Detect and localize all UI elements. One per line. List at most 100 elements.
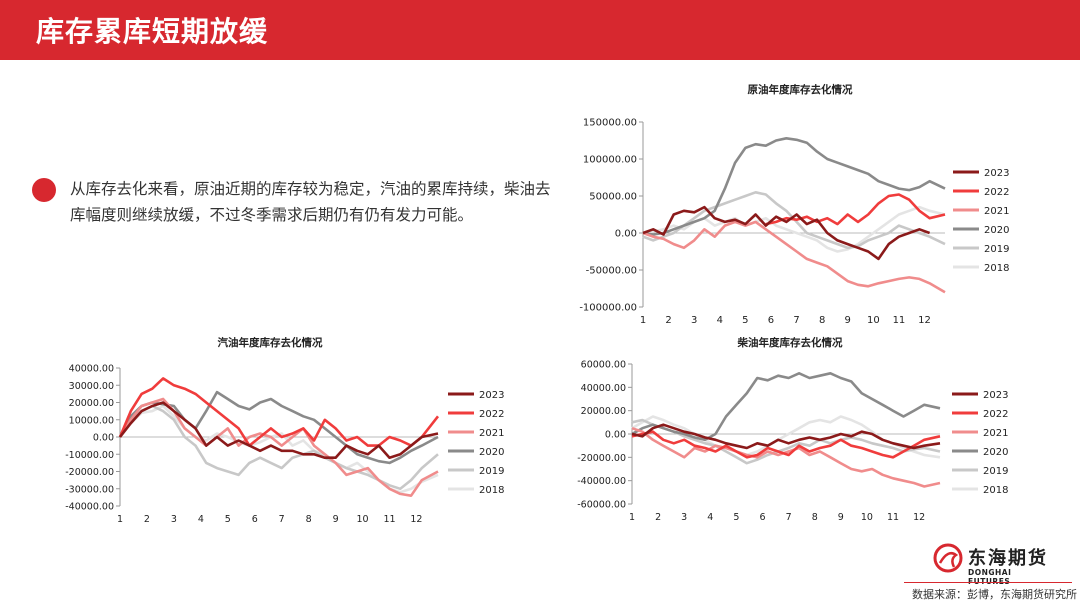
legend-label: 2022 — [479, 409, 504, 420]
x-tick-label: 2 — [655, 512, 661, 523]
y-tick-label: -10000.00 — [65, 450, 114, 461]
legend-label: 2019 — [984, 244, 1009, 255]
legend-label: 2022 — [983, 409, 1008, 420]
legend-label: 2021 — [984, 206, 1009, 217]
logo-name-en: DONGHAI FUTURES — [968, 568, 1012, 586]
y-tick-label: -20000.00 — [65, 467, 114, 478]
crude-inventory-chart: 原油年度库存去化情况 150000.00 100000.00 50000.00 0.00… — [579, 83, 1009, 326]
donghai-logo: 东海期货 DONGHAI FUTURES — [932, 541, 1050, 586]
series-line-2022 — [631, 430, 941, 459]
x-tick-label: 7 — [786, 512, 792, 523]
x-tick-label: 11 — [383, 514, 395, 525]
legend-label: 2023 — [983, 390, 1008, 401]
source-divider — [904, 582, 1072, 583]
y-tick-label: -50000.00 — [586, 266, 637, 277]
chart-title: 汽油年度库存去化情况 — [218, 336, 323, 349]
x-tick-label: 9 — [838, 512, 844, 523]
commentary-text: 从库存去化来看，原油近期的库存较为稳定，汽油的累库持续，柴油去库幅度则继续放缓，… — [70, 180, 551, 224]
y-tick-label: -40000.00 — [65, 502, 114, 513]
x-tick-label: 3 — [681, 512, 687, 523]
x-tick-label: 11 — [893, 315, 906, 326]
x-tick-label: 1 — [117, 514, 123, 525]
x-tick-label: 4 — [198, 514, 204, 525]
y-tick-label: 0.00 — [605, 430, 626, 441]
x-tick-label: 2 — [144, 514, 150, 525]
x-tick-label: 8 — [819, 315, 825, 326]
legend-label: 2022 — [984, 187, 1009, 198]
y-tick-label: 10000.00 — [69, 415, 114, 426]
x-tick-label: 7 — [793, 315, 799, 326]
series-line-2019 — [631, 418, 941, 465]
series-line-2022 — [118, 377, 440, 447]
legend-label: 2021 — [983, 428, 1008, 439]
x-tick-label: 1 — [640, 315, 646, 326]
data-source: 数据来源：彭博，东海期货研究所 — [912, 588, 1077, 601]
x-tick-label: 12 — [918, 315, 931, 326]
series-line-2019 — [118, 404, 439, 491]
x-tick-label: 10 — [356, 514, 368, 525]
x-tick-label: 3 — [171, 514, 177, 525]
y-tick-label: 0.00 — [93, 433, 114, 444]
gasoline-inventory-chart: 汽油年度库存去化情况 40000.00 30000.00 20000.00 10000.… — [65, 336, 504, 525]
x-tick-label: 11 — [887, 512, 899, 523]
y-tick-label: 60000.00 — [581, 360, 626, 371]
y-tick-label: 30000.00 — [69, 381, 114, 392]
legend-label: 2018 — [983, 485, 1008, 496]
series-line-2022 — [765, 193, 946, 226]
header-banner: 库存累库短期放缓 — [0, 0, 1080, 60]
chart-title: 原油年度库存去化情况 — [748, 83, 853, 96]
x-tick-label: 9 — [333, 514, 339, 525]
y-tick-label: -30000.00 — [65, 484, 114, 495]
legend-label: 2020 — [983, 447, 1008, 458]
x-tick-label: 2 — [665, 315, 671, 326]
y-tick-label: -100000.00 — [579, 303, 637, 314]
x-tick-label: 6 — [768, 315, 774, 326]
series-line-2020 — [642, 136, 946, 236]
y-tick-label: 20000.00 — [581, 406, 626, 417]
x-tick-label: 5 — [733, 512, 739, 523]
x-tick-label: 7 — [279, 514, 285, 525]
legend-label: 2019 — [983, 466, 1008, 477]
x-tick-label: 1 — [629, 512, 635, 523]
series-line-2021 — [642, 220, 946, 294]
series-line-2020 — [118, 390, 439, 465]
x-tick-label: 8 — [306, 514, 312, 525]
x-tick-label: 4 — [707, 512, 713, 523]
chart-title: 柴油年度库存去化情况 — [737, 336, 843, 349]
x-tick-label: 10 — [867, 315, 880, 326]
x-tick-label: 5 — [225, 514, 231, 525]
x-tick-label: 10 — [861, 512, 873, 523]
diesel-inventory-chart: 柴油年度库存去化情况 60000.00 40000.00 20000.00 0.00 -2… — [577, 336, 1008, 523]
y-tick-label: 20000.00 — [69, 398, 114, 409]
series-line-2020 — [631, 371, 941, 442]
legend-label: 2021 — [479, 428, 504, 439]
x-tick-label: 12 — [410, 514, 422, 525]
y-tick-label: -20000.00 — [577, 453, 626, 464]
series-line-2023 — [118, 401, 439, 459]
y-tick-label: -40000.00 — [577, 476, 626, 487]
legend-label: 2023 — [479, 390, 504, 401]
y-tick-label: 150000.00 — [583, 118, 637, 129]
y-tick-label: 100000.00 — [583, 155, 637, 166]
x-tick-label: 12 — [913, 512, 925, 523]
bullet-dot-icon — [32, 178, 56, 202]
series-line-2023 — [642, 205, 931, 261]
x-tick-label: 9 — [845, 315, 851, 326]
legend-label: 2020 — [984, 225, 1009, 236]
x-tick-label: 5 — [742, 315, 748, 326]
legend-label: 2023 — [984, 168, 1009, 179]
x-tick-label: 3 — [691, 315, 697, 326]
y-tick-label: -60000.00 — [577, 500, 626, 511]
x-tick-label: 8 — [812, 512, 818, 523]
legend-label: 2018 — [479, 485, 504, 496]
y-tick-label: 0.00 — [615, 229, 637, 240]
y-tick-label: 50000.00 — [589, 192, 637, 203]
y-tick-label: 40000.00 — [69, 364, 114, 375]
series-line-2023 — [631, 423, 941, 450]
dragon-logo-icon — [933, 543, 963, 573]
series-line-2019 — [642, 191, 946, 250]
x-tick-label: 6 — [252, 514, 258, 525]
legend-label: 2020 — [479, 447, 504, 458]
legend-label: 2019 — [479, 466, 504, 477]
page-title: 库存累库短期放缓 — [36, 15, 269, 48]
